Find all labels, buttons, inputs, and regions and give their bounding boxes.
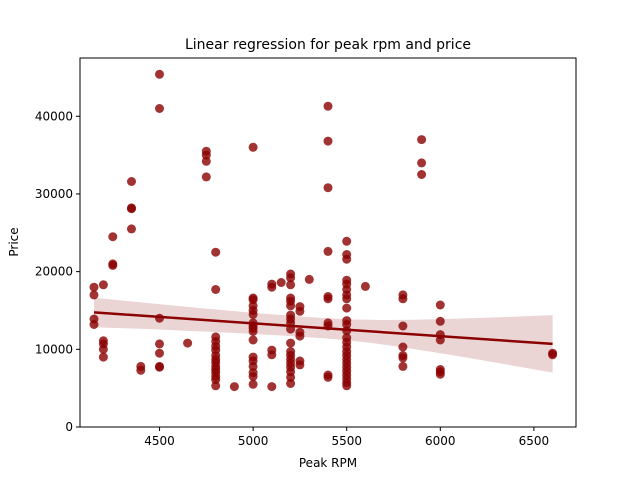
data-point	[286, 379, 296, 388]
data-point	[267, 282, 277, 292]
data-point	[248, 361, 258, 371]
data-point	[155, 69, 164, 79]
data-point	[98, 344, 108, 354]
x-tick-label: 6500	[519, 434, 550, 448]
data-point	[108, 260, 118, 270]
data-point	[211, 247, 221, 257]
data-point	[155, 104, 164, 113]
data-point	[248, 309, 258, 319]
data-point	[267, 382, 277, 392]
data-point	[89, 320, 99, 329]
regression-line-layer	[93, 311, 553, 346]
data-point	[342, 303, 352, 313]
plot-frame	[79, 57, 577, 428]
data-point	[342, 381, 352, 391]
y-tick-label: 20000	[35, 265, 73, 279]
data-point	[398, 321, 408, 331]
data-point	[248, 335, 258, 345]
x-tick-label: 5500	[331, 434, 362, 448]
data-point	[435, 316, 445, 326]
data-point	[248, 295, 258, 305]
data-point	[323, 372, 333, 382]
y-axis-ticks: 0 10000 20000 30000 40000	[35, 109, 80, 434]
data-point	[295, 331, 305, 341]
data-point	[417, 170, 427, 179]
data-point	[342, 254, 352, 264]
data-point	[435, 300, 445, 310]
y-tick-label: 30000	[35, 187, 73, 201]
data-point	[398, 342, 408, 352]
data-point	[323, 246, 333, 256]
y-axis-label: Price	[7, 227, 21, 256]
data-point	[417, 135, 427, 145]
data-point	[435, 369, 445, 379]
x-tick-label: 4500	[144, 434, 175, 448]
data-point	[248, 379, 258, 389]
data-point	[417, 158, 427, 168]
data-point	[136, 365, 146, 375]
data-point	[248, 142, 258, 152]
data-point	[323, 136, 333, 146]
data-point	[286, 273, 296, 283]
data-point	[286, 338, 296, 348]
regression-line	[93, 311, 553, 346]
x-tick-label: 6000	[425, 434, 456, 448]
data-point	[323, 183, 333, 193]
data-point	[127, 224, 136, 234]
data-point	[211, 375, 221, 385]
data-point	[98, 352, 108, 362]
data-point	[342, 294, 352, 304]
data-point	[342, 236, 352, 246]
confidence-band-layer	[94, 297, 553, 373]
data-point	[548, 350, 558, 360]
data-point	[211, 285, 221, 294]
confidence-band	[94, 297, 553, 373]
data-point	[267, 350, 277, 360]
chart-title: Linear regression for peak rpm and price	[185, 37, 471, 53]
data-point	[127, 177, 136, 186]
x-tick-label: 5000	[238, 434, 269, 448]
data-point	[323, 294, 333, 304]
data-point	[295, 306, 305, 316]
data-point	[360, 281, 370, 291]
data-point	[211, 381, 221, 391]
data-point	[201, 156, 211, 166]
x-axis-ticks: 4500 5000 5500 6000 6500	[144, 427, 549, 448]
data-point	[286, 372, 296, 382]
data-point	[295, 360, 305, 370]
data-point	[127, 204, 136, 214]
data-point	[435, 335, 445, 345]
data-point	[201, 150, 211, 160]
data-point	[89, 282, 99, 292]
data-point	[98, 280, 108, 290]
data-point	[155, 348, 164, 358]
y-tick-label: 40000	[35, 109, 73, 123]
data-point	[323, 101, 333, 111]
data-point	[89, 290, 99, 300]
data-point	[155, 362, 164, 372]
data-point	[248, 326, 258, 336]
data-point	[155, 339, 164, 349]
points-layer	[89, 69, 558, 392]
data-point	[342, 320, 352, 329]
data-point	[398, 361, 408, 371]
y-tick-label: 0	[65, 420, 73, 434]
data-point	[108, 232, 118, 242]
data-point	[398, 353, 408, 363]
data-point	[201, 172, 211, 182]
data-point	[276, 278, 286, 287]
y-tick-label: 10000	[35, 342, 73, 356]
data-point	[183, 338, 193, 348]
data-point	[304, 274, 314, 284]
data-point	[398, 294, 408, 304]
data-point	[229, 382, 239, 392]
data-point	[286, 301, 296, 311]
data-point	[248, 372, 258, 381]
x-axis-label: Peak RPM	[299, 456, 357, 470]
data-point	[286, 280, 296, 290]
